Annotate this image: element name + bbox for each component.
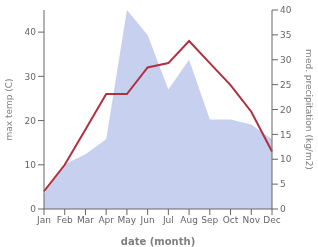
svg-text:Apr: Apr xyxy=(98,215,114,225)
svg-text:30: 30 xyxy=(280,55,292,65)
svg-text:Mar: Mar xyxy=(77,215,94,225)
svg-text:0: 0 xyxy=(280,204,286,214)
svg-text:40: 40 xyxy=(25,27,37,37)
svg-text:Dec: Dec xyxy=(263,215,280,225)
svg-text:20: 20 xyxy=(25,116,37,126)
svg-text:30: 30 xyxy=(25,72,37,82)
svg-text:25: 25 xyxy=(280,80,291,90)
svg-text:Aug: Aug xyxy=(180,215,198,225)
svg-text:15: 15 xyxy=(280,130,291,140)
svg-text:10: 10 xyxy=(280,154,292,164)
svg-text:Jun: Jun xyxy=(140,215,155,225)
svg-text:Nov: Nov xyxy=(242,215,260,225)
svg-text:date (month): date (month) xyxy=(121,236,195,247)
svg-text:10: 10 xyxy=(25,160,37,170)
svg-text:Jan: Jan xyxy=(36,215,51,225)
svg-text:Jul: Jul xyxy=(162,215,174,225)
svg-text:Feb: Feb xyxy=(57,215,73,225)
svg-text:max temp (C): max temp (C) xyxy=(8,78,14,140)
svg-text:40: 40 xyxy=(280,5,292,15)
svg-text:med. precipitation (kg/m2): med. precipitation (kg/m2) xyxy=(304,49,310,170)
svg-text:Oct: Oct xyxy=(223,215,239,225)
svg-text:5: 5 xyxy=(280,179,286,189)
svg-text:Sep: Sep xyxy=(201,215,218,225)
svg-text:May: May xyxy=(118,215,137,225)
svg-text:0: 0 xyxy=(30,204,36,214)
svg-text:35: 35 xyxy=(280,30,291,40)
svg-text:20: 20 xyxy=(280,105,292,115)
